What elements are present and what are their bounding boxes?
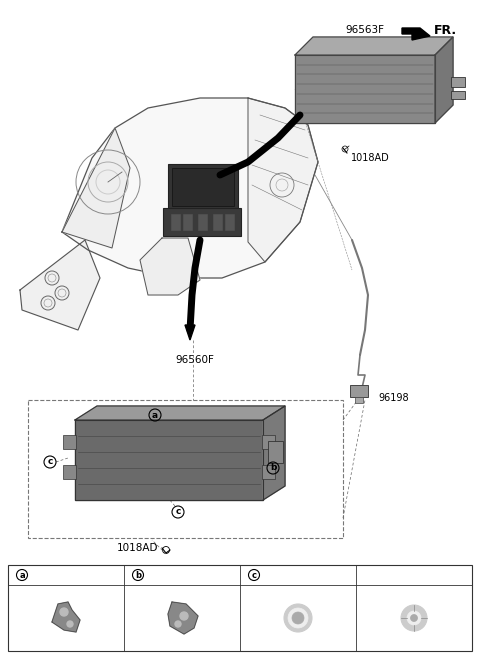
Polygon shape [248,98,318,262]
Polygon shape [185,325,195,340]
Bar [451,91,465,99]
Bar [350,385,368,397]
Text: 1018AD: 1018AD [351,153,390,163]
Bar [63,435,76,449]
Text: a: a [152,411,158,419]
Circle shape [401,605,427,631]
Polygon shape [435,37,453,123]
Text: 96155E: 96155E [148,570,185,580]
Bar [28,400,343,538]
Polygon shape [263,406,285,500]
Polygon shape [75,406,285,420]
Bar [451,77,465,87]
Text: a: a [19,571,25,579]
FancyBboxPatch shape [163,208,241,236]
Polygon shape [62,98,318,278]
Polygon shape [20,240,100,330]
Bar [198,214,207,230]
Text: 96173: 96173 [264,570,295,580]
Bar [355,397,363,403]
Polygon shape [295,37,453,55]
Polygon shape [168,602,198,634]
Bar [262,465,275,479]
Text: 1339CC: 1339CC [395,570,433,580]
Circle shape [60,608,68,616]
Text: 96198: 96198 [378,393,408,403]
Bar [183,214,192,230]
Bar [213,214,222,230]
Text: c: c [252,571,256,579]
Circle shape [284,604,312,632]
FancyBboxPatch shape [168,164,238,210]
Text: 96563F: 96563F [346,25,384,35]
Text: b: b [270,464,276,472]
Bar [172,168,234,206]
Circle shape [288,608,308,628]
Polygon shape [52,602,80,632]
Bar [63,465,76,479]
Polygon shape [140,238,200,295]
Circle shape [407,611,421,625]
Text: b: b [135,571,141,579]
Bar [262,435,275,449]
Text: c: c [175,508,180,516]
Bar [171,214,180,230]
Circle shape [180,612,188,620]
Text: 96560F: 96560F [176,355,215,365]
Text: c: c [48,457,53,466]
Text: FR.: FR. [434,24,457,37]
Bar [8,565,472,651]
Text: 96155D: 96155D [32,570,71,580]
Bar [225,214,234,230]
Polygon shape [75,420,263,500]
Bar [268,441,283,463]
Circle shape [410,615,418,621]
Polygon shape [402,28,430,40]
Text: 1018AD: 1018AD [117,543,158,553]
Polygon shape [62,128,130,248]
Circle shape [175,621,181,627]
Circle shape [67,621,73,627]
Polygon shape [295,55,435,123]
Circle shape [292,612,304,624]
